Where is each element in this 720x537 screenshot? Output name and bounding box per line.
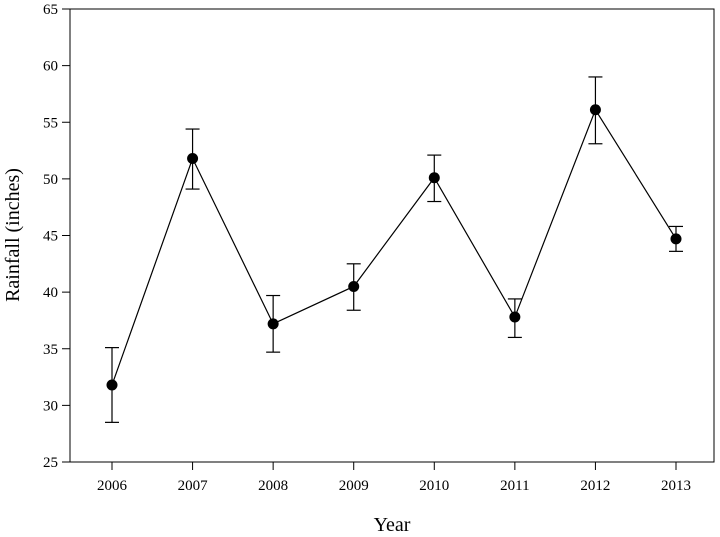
error-bars xyxy=(105,76,683,423)
y-axis-label: Rainfall (inches) xyxy=(2,168,24,302)
y-tick-label: 50 xyxy=(43,172,58,188)
x-tick-label: 2012 xyxy=(580,478,610,494)
data-point xyxy=(670,233,682,245)
y-tick-label: 25 xyxy=(43,455,58,471)
x-tick-label: 2010 xyxy=(419,478,449,494)
data-point xyxy=(267,318,279,330)
y-axis-ticks: 25 30 35 40 45 50 55 60 65 xyxy=(43,2,70,471)
data-points xyxy=(106,104,682,391)
series-line xyxy=(111,108,677,386)
data-point xyxy=(509,311,521,323)
data-point xyxy=(187,152,199,164)
x-tick-label: 2006 xyxy=(97,478,128,494)
y-tick-label: 35 xyxy=(43,342,58,358)
y-tick-label: 30 xyxy=(43,398,58,414)
x-tick-label: 2009 xyxy=(339,478,369,494)
x-tick-label: 2007 xyxy=(178,478,209,494)
data-point xyxy=(428,172,440,184)
y-tick-label: 45 xyxy=(43,229,58,245)
x-tick-label: 2011 xyxy=(500,478,529,494)
data-point xyxy=(106,379,118,391)
data-point xyxy=(348,280,360,292)
x-tick-label: 2013 xyxy=(661,478,691,494)
y-tick-label: 40 xyxy=(43,285,58,301)
x-axis-ticks: 2006 2007 2008 2009 2010 2011 2012 2013 xyxy=(97,462,691,494)
y-tick-label: 60 xyxy=(43,59,58,75)
y-tick-label: 65 xyxy=(43,2,58,18)
data-point xyxy=(589,104,601,116)
y-tick-label: 55 xyxy=(43,115,58,131)
x-axis-label: Year xyxy=(374,514,411,536)
x-tick-label: 2008 xyxy=(258,478,288,494)
